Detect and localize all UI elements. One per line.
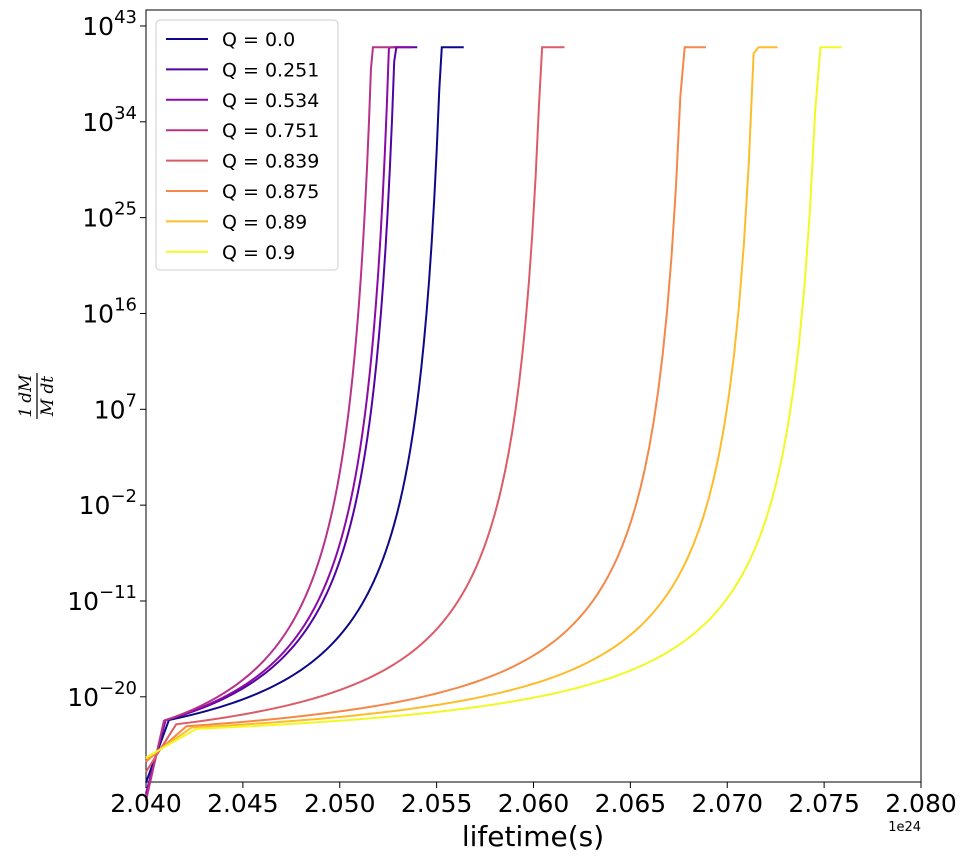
series-line <box>145 46 778 760</box>
series-line <box>145 46 464 783</box>
y-tick-label: 1034 <box>82 103 137 137</box>
series-line <box>145 46 565 773</box>
y-tick-label: 107 <box>94 390 137 424</box>
x-tick-label: 2.060 <box>498 789 570 818</box>
series-line <box>145 46 412 796</box>
series-layer <box>145 46 842 802</box>
y-tick-label: 10−20 <box>67 678 137 712</box>
y-tick-label: 10−2 <box>79 486 137 520</box>
x-tick-label: 2.055 <box>401 789 473 818</box>
y-tick-label: 1025 <box>82 199 137 233</box>
legend-label: Q = 0.89 <box>222 211 307 233</box>
x-tick-label: 2.075 <box>788 789 860 818</box>
y-axis-label-numerator: 1dM <box>16 374 36 418</box>
series-line <box>145 46 394 802</box>
x-tick-label: 2.065 <box>595 789 667 818</box>
legend: Q = 0.0 Q = 0.251 Q = 0.534 Q = 0.751 Q = 0.… <box>155 19 339 271</box>
legend-label: Q = 0.875 <box>222 181 319 203</box>
legend-label: Q = 0.839 <box>222 151 319 173</box>
x-axis-label: lifetime(s) <box>462 820 604 853</box>
y-axis-ticks: 10−20 10−11 10−2 107 1016 1025 1034 1043 <box>67 7 146 712</box>
y-tick-label: 1016 <box>82 294 137 328</box>
legend-label: Q = 0.9 <box>222 242 295 264</box>
legend-label: Q = 0.751 <box>222 120 319 142</box>
y-tick-label: 10−11 <box>67 582 137 616</box>
x-tick-label: 2.070 <box>691 789 763 818</box>
x-tick-label: 2.080 <box>885 789 957 818</box>
series-line <box>145 46 842 759</box>
legend-label: Q = 0.0 <box>222 29 295 51</box>
y-axis-label: 1dM Mdt <box>16 373 58 419</box>
series-line <box>145 46 418 794</box>
series-line <box>145 46 706 763</box>
y-tick-label: 1043 <box>82 7 137 41</box>
legend-frame <box>155 19 339 271</box>
legend-label: Q = 0.534 <box>222 90 319 112</box>
y-axis-label-denominator: Mdt <box>38 376 58 417</box>
legend-label: Q = 0.251 <box>222 59 319 81</box>
x-axis-ticks: 2.040 2.045 2.050 2.055 2.060 2.065 2.070 2.075… <box>110 782 957 818</box>
x-tick-label: 2.045 <box>207 789 279 818</box>
x-tick-label: 2.050 <box>304 789 376 818</box>
x-offset-label: 1e24 <box>888 820 921 835</box>
x-tick-label: 2.040 <box>110 789 182 818</box>
